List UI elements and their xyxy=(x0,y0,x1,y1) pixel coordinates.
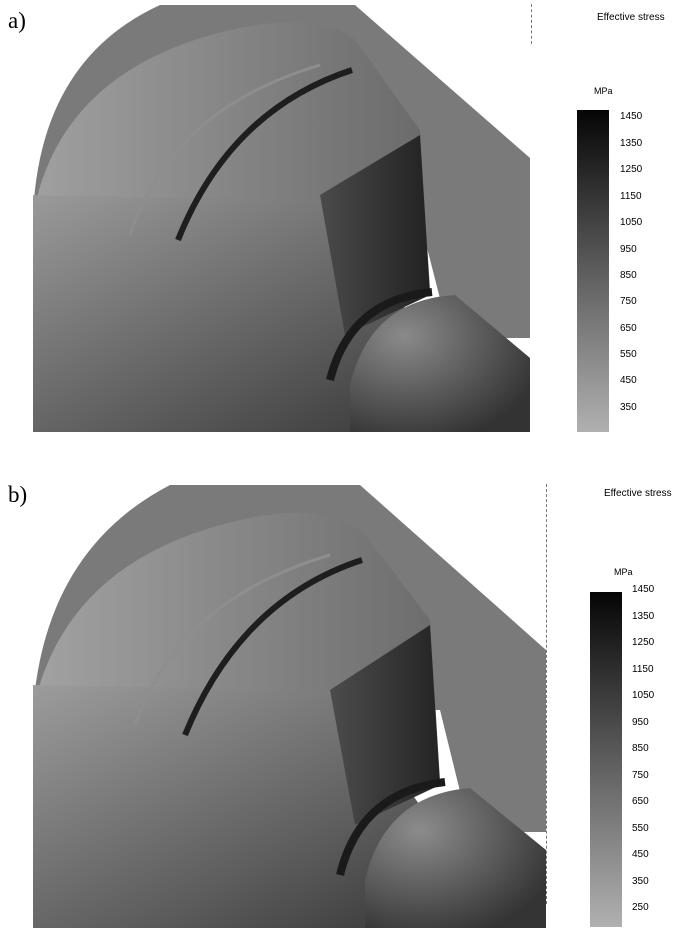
symmetry-line-b xyxy=(546,484,547,904)
scale-tick: 950 xyxy=(632,717,649,728)
scale-tick: 750 xyxy=(632,770,649,781)
scale-tick: 450 xyxy=(620,375,637,386)
scale-tick: 850 xyxy=(632,743,649,754)
panel-label-b: b) xyxy=(8,482,28,507)
scale-tick: 1150 xyxy=(632,664,654,675)
panel-a: a) Effective st xyxy=(0,0,685,440)
scale-tick: 1350 xyxy=(632,611,655,622)
scale-tick: 250 xyxy=(632,902,649,913)
scale-tick: 1350 xyxy=(620,138,643,149)
scale-tick: 1450 xyxy=(620,111,643,122)
scale-tick: 650 xyxy=(620,323,637,334)
scale-tick: 950 xyxy=(620,244,637,255)
scale-tick: 1050 xyxy=(620,217,643,228)
unit-label-a: MPa xyxy=(594,86,613,96)
scale-tick: 850 xyxy=(620,270,637,281)
scale-tick: 350 xyxy=(620,402,637,413)
unit-label-b: MPa xyxy=(614,567,633,577)
scale-tick: 350 xyxy=(632,876,649,887)
symmetry-line-a xyxy=(531,4,532,44)
scale-tick: 1250 xyxy=(632,637,655,648)
legend-title-a: Effective stress xyxy=(597,12,665,23)
scale-tick: 1450 xyxy=(632,584,655,595)
colorbar-a xyxy=(577,110,609,432)
stress-contour-plot-b xyxy=(33,485,546,928)
scale-tick: 1050 xyxy=(632,690,655,701)
panel-b: b) Effective stress MPa 1450 xyxy=(0,470,685,928)
scale-tick: 650 xyxy=(632,796,649,807)
legend-title-b: Effective stress xyxy=(604,488,672,499)
scale-tick: 450 xyxy=(632,849,649,860)
colorbar-b xyxy=(590,592,622,927)
scale-tick: 750 xyxy=(620,296,637,307)
panel-label-a: a) xyxy=(8,8,26,33)
scale-tick: 1150 xyxy=(620,191,642,202)
scale-tick: 550 xyxy=(620,349,637,360)
scale-tick: 1250 xyxy=(620,164,643,175)
scale-tick: 550 xyxy=(632,823,649,834)
stress-contour-plot-a xyxy=(33,5,530,432)
